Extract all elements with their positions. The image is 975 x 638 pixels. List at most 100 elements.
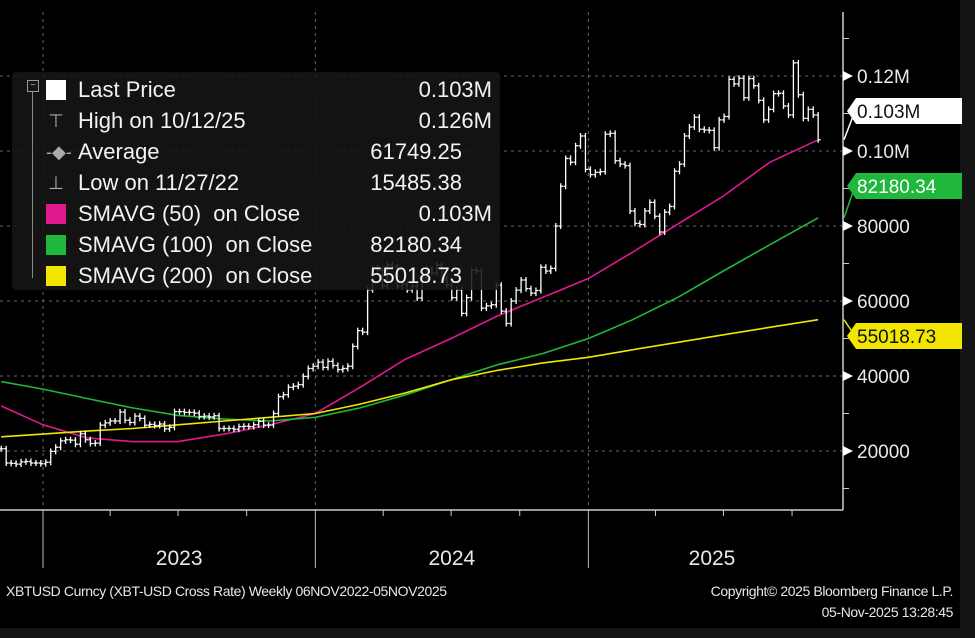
price-bar [811,106,816,118]
y-tick-label: 20000 [857,442,910,463]
price-bar [316,359,321,370]
y-tick-marker [843,446,853,456]
price-bar [0,445,4,452]
price-bar [137,413,143,422]
price-bar [533,287,539,297]
price-bar [271,410,277,429]
price-bar [217,412,222,432]
legend-label: SMAVG (200) on Close [78,263,313,288]
price-bar [662,209,668,235]
price-bar [83,430,88,443]
price-bar [553,223,559,272]
price-bar [335,362,341,373]
legend-value: 82180.34 [370,232,462,257]
price-bar [281,391,286,400]
price-bar [207,413,212,420]
y-tick-marker [843,146,853,156]
price-bar [528,285,534,297]
y-tick-marker [843,371,853,381]
legend-tree-line [32,82,33,278]
price-bar [4,445,9,466]
price-bar [558,183,564,229]
high-marker-icon: ⊤ [48,111,64,131]
price-bar [741,75,747,101]
price-bar [251,421,257,430]
price-bar [751,75,757,89]
price-bar [187,409,192,416]
price-bar [226,425,232,432]
price-bar [48,448,54,466]
price-bar [113,418,118,424]
price-bar [162,421,168,432]
price-bar [514,287,519,304]
price-bar [286,384,291,398]
price-bar [652,199,658,220]
price-bar [118,409,123,424]
legend-label: Average [78,139,160,164]
legend-item-low: ⊥ Low on 11/27/22 15485.38 [12,168,500,198]
legend-label: Last Price [78,77,176,102]
collapse-legend-button[interactable]: − [27,80,39,92]
price-bar [761,97,767,123]
price-bar [707,127,712,134]
price-bar [568,155,574,166]
price-bar [801,91,806,122]
price-tag-sma200: 55018.73 [843,319,962,349]
price-bar [78,430,83,448]
price-bar [73,437,78,448]
price-bar [781,90,787,109]
price-bar [796,59,801,98]
legend-value: 0.103M [418,77,492,102]
price-bar [182,408,187,416]
price-bar [588,166,593,178]
price-bar [484,302,489,312]
legend-label: High on 10/12/25 [78,108,246,133]
price-bar [360,327,366,336]
y-tick-marker [843,221,853,231]
legend-label: SMAVG (50) on Close [78,201,301,226]
copyright: Copyright© 2025 Bloomberg Finance L.P. [710,583,954,599]
price-bar [14,460,19,468]
price-bar [325,358,331,371]
price-bar [682,133,687,168]
price-bar [731,76,737,87]
price-bar [637,220,643,228]
legend-value: 0.103M [418,201,492,226]
legend: − Last Price 0.103M ⊤ High on 10/12/25 0… [12,72,500,290]
price-bar [722,113,727,123]
legend-value: 0.126M [418,108,492,133]
x-tick-label: 2023 [156,547,203,570]
price-tag-flag [847,98,962,124]
price-bar [108,418,113,426]
price-bar [657,213,663,235]
sma200-line [1,318,819,438]
price-bar [212,412,217,420]
price-bar [350,343,356,370]
green-square-icon [46,235,66,255]
y-tick-label: 60000 [857,292,910,313]
price-bar [642,208,648,228]
price-bar [543,264,549,274]
price-bar [736,75,742,87]
price-bar [63,436,69,444]
axes: 20000 40000 60000 80000 0.10M 0.12M 2023 2024 20… [0,12,910,570]
price-bar [38,460,44,467]
price-bar [43,459,49,467]
price-bar [573,142,579,166]
legend-item-sma100: SMAVG (100) on Close 82180.34 [12,230,500,260]
price-bar [598,168,603,176]
price-bar [632,208,638,227]
y-tick-marker [843,71,853,81]
price-tag-flag [847,173,962,199]
legend-label: SMAVG (100) on Close [78,232,313,257]
price-bar [246,423,252,430]
price-bar [266,422,272,429]
price-bar [132,413,138,426]
y-tick-label: 40000 [857,367,910,388]
price-bar [548,265,554,274]
price-bar [563,155,569,190]
sma50-line [0,139,819,443]
legend-value: 55018.73 [370,263,462,288]
price-bar [345,363,351,372]
price-bar [578,133,584,149]
